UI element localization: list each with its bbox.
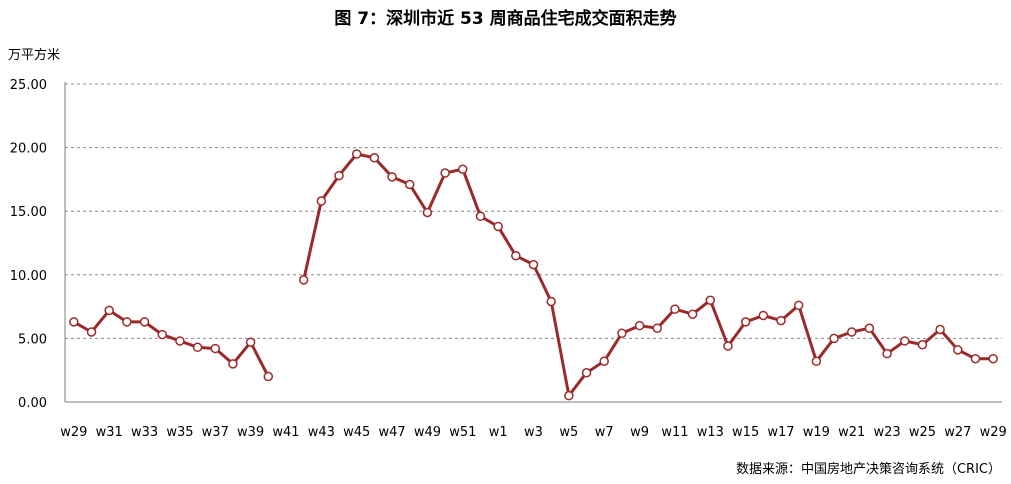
x-tick-label: w1 [489,425,508,440]
x-tick-label: w11 [661,425,688,440]
data-point [617,328,627,339]
data-point [298,275,309,285]
data-point [528,259,539,270]
x-tick-label: w9 [630,425,649,440]
y-tick-label: 25.00 [10,78,47,93]
data-point [546,296,556,307]
x-tick-label: w19 [803,425,830,440]
series-line [73,308,270,378]
data-point [953,345,963,355]
data-point [458,164,468,174]
x-tick-label: w47 [378,425,405,440]
data-point [687,309,698,319]
x-tick-label: w31 [96,425,123,440]
data-point [192,342,203,353]
data-point [599,356,609,367]
data-point [758,310,769,321]
data-point [387,172,397,182]
data-point [475,211,486,222]
data-point [846,327,857,337]
data-point [652,323,663,333]
data-point [493,221,503,232]
data-point [581,367,592,378]
y-tick-label: 15.00 [10,205,47,220]
x-tick-label: w15 [732,425,759,440]
data-point [263,371,274,382]
y-axis-unit-label: 万平方米 [8,48,61,63]
data-point [882,348,892,359]
data-point [829,333,839,344]
x-tick-label: w43 [308,425,335,440]
x-tick-label: w37 [202,425,229,440]
x-tick-label: w25 [909,425,936,440]
data-point [404,179,415,190]
x-tick-label: w5 [559,425,578,440]
data-point [351,149,362,159]
data-point [316,196,327,206]
data-point [900,336,910,346]
data-point [245,337,256,347]
x-tick-label: w13 [697,425,724,440]
data-point [740,317,751,327]
chart-title: 图 7：深圳市近 53 周商品住宅成交面积走势 [334,9,677,29]
data-point [793,300,804,311]
x-tick-label: w27 [944,425,971,440]
data-point [210,343,221,354]
x-tick-label: w41 [272,425,299,440]
x-tick-label: w7 [595,425,614,440]
x-tick-label: w45 [343,425,370,440]
x-tick-label: w21 [838,425,865,440]
series-line [302,152,994,398]
data-point [511,250,521,261]
data-point [935,324,945,335]
x-tick-label: w39 [237,425,264,440]
data-point [157,329,167,340]
data-point [634,320,645,331]
data-point [139,317,150,327]
x-tick-label: w33 [131,425,158,440]
data-point [705,295,716,305]
data-point [988,354,998,364]
data-point [670,304,680,314]
x-tick-label: w49 [414,425,441,440]
data-point [564,390,574,401]
data-point [864,323,875,333]
data-point [69,317,79,327]
data-point [104,305,114,316]
x-tick-label: w29 [980,425,1007,440]
data-point [440,168,450,178]
data-point [228,359,238,369]
x-tick-label: w23 [873,425,900,440]
x-tick-label: w17 [767,425,794,440]
y-tick-label: 20.00 [10,142,47,157]
y-tick-label: 5.00 [18,332,47,347]
x-tick-label: w35 [166,425,193,440]
data-point [917,340,928,350]
data-point [369,153,380,163]
data-point [776,315,786,326]
data-source-note: 数据来源：中国房地产决策咨询系统（CRIC） [735,462,1001,477]
y-tick-label: 10.00 [10,269,47,284]
data-point [970,354,981,364]
data-point [334,170,344,181]
data-point [122,317,132,327]
x-tick-label: w51 [449,425,476,440]
data-point [422,207,433,218]
x-tick-label: w3 [524,425,543,440]
data-point [811,356,822,367]
y-tick-label: 0.00 [18,396,47,411]
data-point [723,341,733,351]
x-tick-label: w29 [60,425,87,440]
data-point [86,327,97,337]
data-point [175,336,185,346]
